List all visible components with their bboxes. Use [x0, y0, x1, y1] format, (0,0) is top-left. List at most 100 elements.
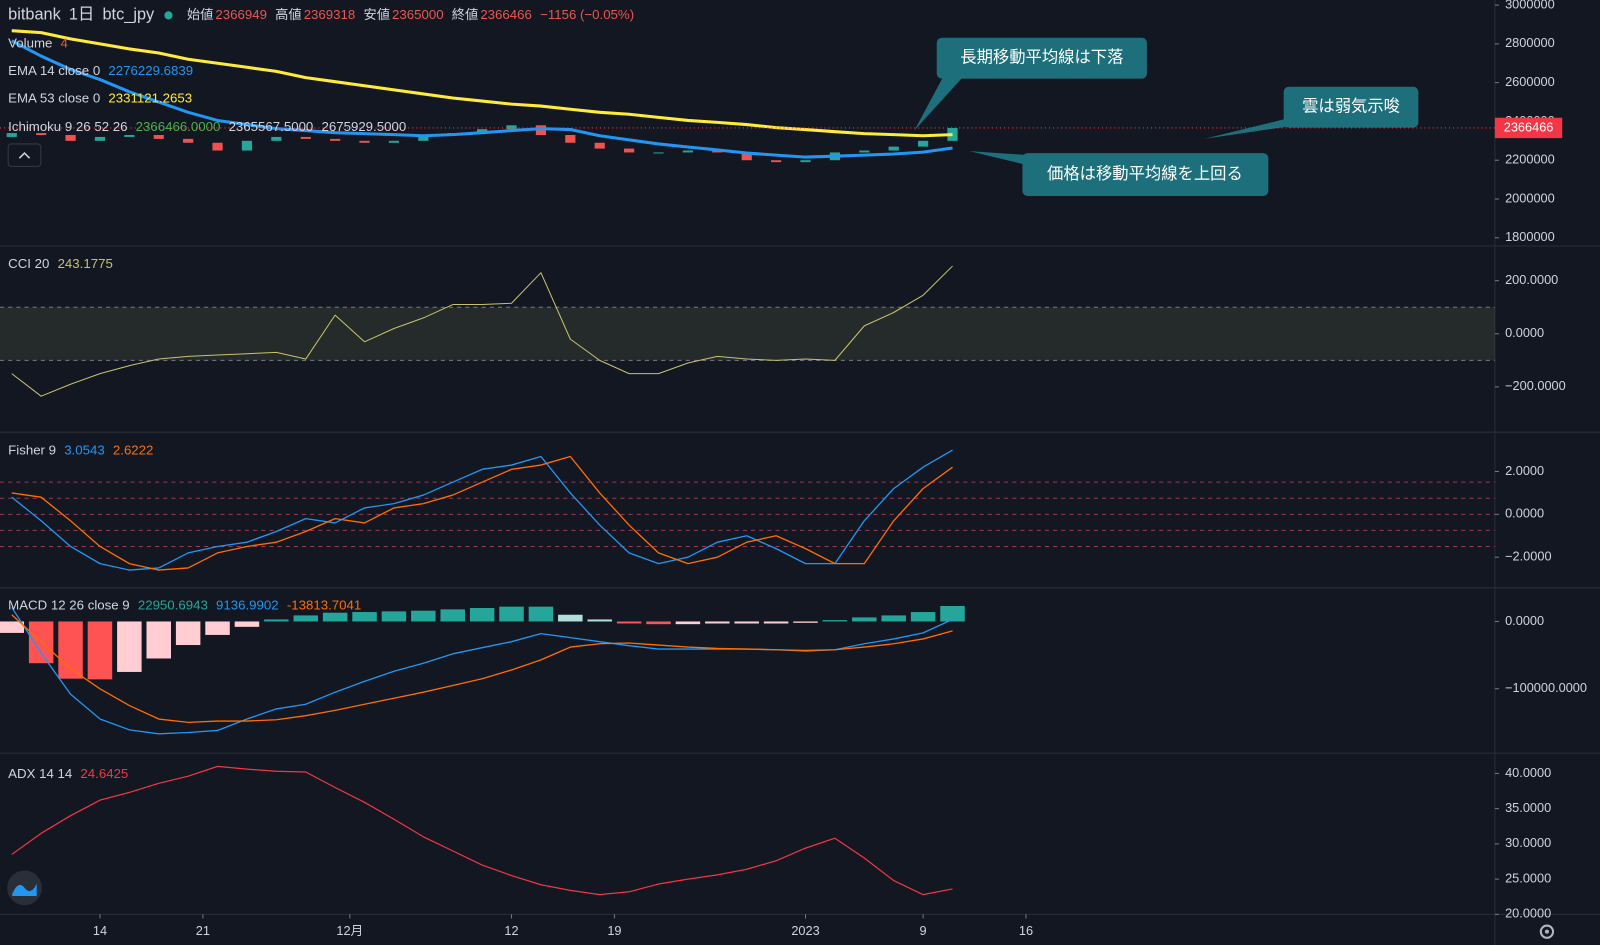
histogram-bar — [117, 621, 142, 672]
legend-text: Fisher 9 — [8, 443, 56, 458]
panel — [6, 29, 958, 163]
candle — [535, 125, 547, 136]
x-tick-label: 2023 — [791, 923, 819, 938]
series-line — [11, 29, 953, 138]
annotation: 価格は移動平均線を上回る — [969, 151, 1269, 196]
y-tick-label: 0.0000 — [1505, 506, 1544, 521]
candle — [918, 140, 929, 147]
histogram-bar — [411, 610, 436, 622]
candle — [888, 146, 899, 151]
annotation-text: 雲は弱気示唆 — [1302, 98, 1400, 116]
collapse-button[interactable] — [7, 143, 42, 167]
series-line — [11, 39, 953, 159]
histogram-bar — [499, 606, 524, 622]
candle — [6, 133, 17, 137]
candle — [271, 136, 282, 141]
annotation: 長期移動平均線は下落 — [914, 37, 1147, 131]
legend-text: Ichimoku 9 26 52 26 — [8, 119, 127, 134]
y-tick-label: 0.0000 — [1505, 613, 1544, 628]
histogram-bar — [469, 608, 495, 622]
histogram-bar — [734, 621, 759, 624]
candle — [124, 135, 135, 137]
legend-text: bitbank — [8, 6, 61, 24]
x-tick-label: 12月 — [336, 923, 363, 938]
legend-text: 9136.9902 — [216, 598, 279, 613]
histogram-bar — [910, 612, 936, 622]
series-line — [11, 765, 953, 896]
histogram-bar — [763, 621, 789, 624]
y-tick-label: −2.0000 — [1505, 549, 1551, 564]
histogram-bar — [822, 620, 848, 622]
candle — [771, 160, 782, 163]
histogram-bar — [558, 614, 583, 622]
ohlc-label: 安値 — [363, 7, 390, 22]
legend-text: 2675929.5000 — [321, 119, 406, 134]
histogram-bar — [322, 612, 348, 622]
logo[interactable] — [7, 870, 42, 906]
histogram-bar — [940, 605, 965, 622]
ohlc-value: 2369318 — [304, 7, 356, 22]
legend-text: -13813.7041 — [287, 598, 361, 613]
legend-text: 2366466.0000 — [136, 119, 221, 134]
legend-text: Volume — [8, 35, 52, 50]
histogram-bar — [205, 621, 230, 635]
y-tick-label: 30.0000 — [1505, 835, 1551, 850]
candle — [624, 148, 635, 153]
legend-text: 2331121.2653 — [108, 91, 192, 106]
annotation-text: 価格は移動平均線を上回る — [1047, 165, 1243, 183]
histogram-bar — [0, 621, 25, 633]
x-tick-label: 12 — [504, 923, 518, 938]
legend-text: 2.6222 — [113, 443, 154, 458]
y-tick-label: 2000000 — [1505, 190, 1555, 205]
histogram-bar — [440, 609, 465, 622]
y-tick-label: 1800000 — [1505, 229, 1555, 244]
series-line — [11, 614, 953, 724]
candle — [359, 140, 370, 143]
legend-text: 243.1775 — [58, 256, 113, 271]
ohlc-label: 終値 — [452, 7, 479, 22]
legend-text: EMA 14 close 0 — [8, 63, 100, 78]
candle — [565, 135, 576, 143]
legend-text: 2365567.5000 — [229, 119, 314, 134]
histogram-bar — [58, 621, 83, 679]
legend-text: CCI 20 — [8, 256, 49, 271]
candle — [241, 140, 253, 151]
histogram-bar — [175, 621, 201, 646]
candle — [594, 142, 605, 149]
legend-text: btc_jpy — [102, 6, 155, 24]
histogram-bar — [146, 621, 171, 659]
change: −1156 (−0.05%) — [540, 7, 634, 22]
y-tick-label: 20.0000 — [1505, 906, 1551, 921]
histogram-bar — [528, 606, 554, 622]
candle — [330, 138, 341, 141]
settings-icon[interactable] — [1539, 924, 1555, 939]
candle — [388, 140, 400, 143]
x-tick-label: 9 — [920, 923, 927, 938]
y-tick-label: 40.0000 — [1505, 765, 1551, 780]
panel — [0, 605, 965, 735]
legend-text: 1日 — [69, 6, 94, 24]
y-tick-label: 200.0000 — [1505, 272, 1558, 287]
y-tick-label: 0.0000 — [1505, 325, 1544, 340]
ohlc-value: 2366949 — [215, 7, 267, 22]
histogram-bar — [352, 612, 377, 622]
candle — [94, 136, 106, 141]
panel — [0, 449, 1495, 571]
x-tick-label: 16 — [1019, 923, 1033, 938]
x-tick-label: 14 — [93, 923, 107, 938]
status-dot — [164, 11, 173, 20]
histogram-bar — [381, 611, 407, 622]
ohlc-value: 2366466 — [480, 7, 532, 22]
candle — [212, 142, 223, 151]
candle — [682, 150, 694, 153]
y-tick-label: 35.0000 — [1505, 800, 1551, 815]
histogram-bar — [705, 621, 730, 624]
legend-text: 2276229.6839 — [108, 63, 193, 78]
ohlc-label: 始値 — [187, 7, 214, 22]
histogram-bar — [793, 621, 818, 623]
y-tick-label: 3000000 — [1505, 0, 1555, 11]
y-tick-label: −100000.0000 — [1505, 680, 1587, 695]
histogram-bar — [881, 615, 906, 622]
y-tick-label: 25.0000 — [1505, 870, 1551, 885]
